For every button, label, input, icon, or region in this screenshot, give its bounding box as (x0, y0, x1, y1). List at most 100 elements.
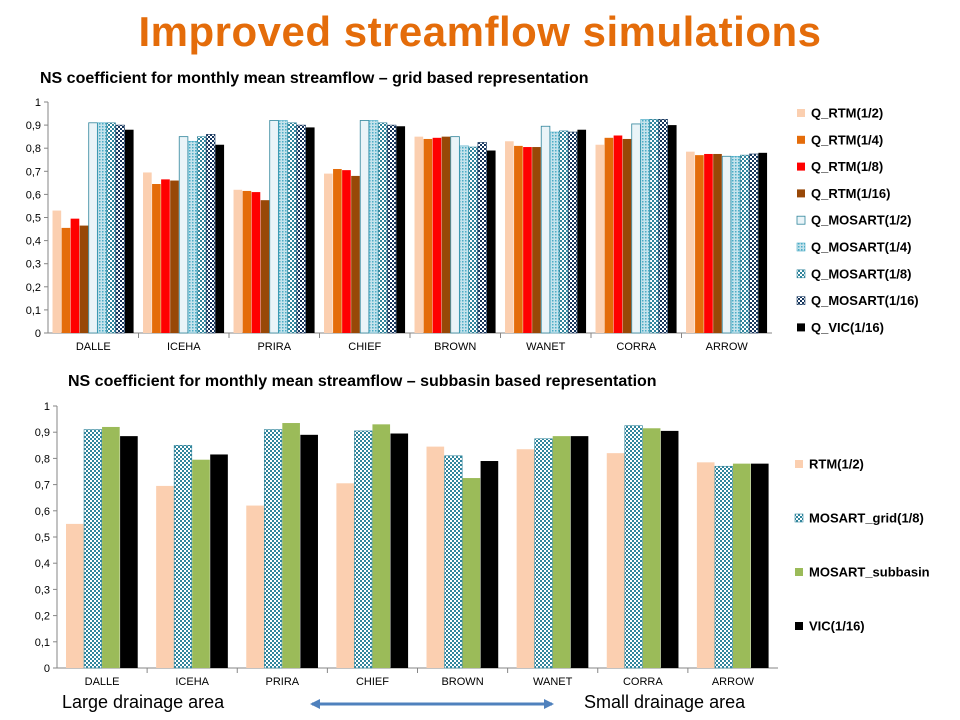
legend-swatch (794, 513, 804, 523)
bar-vic-1-16-dalle (120, 436, 138, 668)
bar-q-rtm-1-2-corra (595, 144, 605, 333)
legend-swatch (795, 460, 803, 468)
y-tick-label: 0,1 (26, 305, 41, 317)
bar-q-mosart-1-2-corra (631, 123, 641, 334)
y-tick-label: 1 (35, 97, 41, 109)
bar-rtm-1-2-wanet (516, 449, 535, 668)
bar-q-rtm-1-8-chief (342, 170, 351, 333)
y-tick-label: 0,3 (26, 259, 41, 271)
bar-q-mosart-1-8-iceha (197, 136, 207, 334)
legend-swatch (795, 622, 803, 630)
y-tick-label: 0 (44, 663, 50, 675)
bar-q-rtm-1-16-brown (441, 136, 451, 333)
bar-q-rtm-1-2-iceha (143, 172, 152, 333)
bar-vic-1-16-iceha (210, 454, 228, 668)
bar-q-vic-1-16-iceha (215, 144, 225, 333)
bar-q-mosart-1-16-dalle (115, 124, 125, 334)
bar-q-mosart-1-8-arrow (740, 154, 750, 334)
bar-q-mosart-1-4-wanet (549, 131, 560, 334)
bar-q-rtm-1-4-brown (423, 138, 433, 333)
bar-mosart-grid-1-8-corra (624, 425, 643, 669)
bar-q-rtm-1-8-arrow (704, 153, 713, 333)
bar-q-rtm-1-8-corra (613, 135, 623, 333)
grid-based-chart: 0 0,1 0,2 0,3 0,4 0,5 0,6 0,7 0,8 0,9 1 DALLE ICEHA P… (26, 97, 919, 353)
bar-q-mosart-1-4-corra (640, 119, 650, 334)
x-tick-label: ARROW (706, 341, 749, 353)
bar-vic-1-16-prira (300, 434, 318, 668)
y-tick-label: 0,8 (26, 143, 41, 155)
subbasin-chart-title: NS coefficient for monthly mean streamfl… (68, 373, 657, 390)
bar-q-vic-1-16-brown (486, 150, 496, 333)
bar-mosart-grid-1-8-arrow (714, 465, 733, 669)
legend-swatch (796, 269, 806, 279)
bar-q-mosart-1-4-arrow (730, 155, 741, 334)
legend-label: RTM(1/2) (809, 457, 864, 472)
bar-rtm-1-2-iceha (156, 485, 174, 668)
bar-q-rtm-1-4-iceha (152, 184, 161, 333)
bar-q-rtm-1-4-arrow (695, 155, 704, 333)
bar-q-rtm-1-4-prira (242, 190, 252, 333)
bar-q-mosart-1-8-dalle (106, 122, 116, 334)
bar-q-mosart-1-8-brown (468, 146, 478, 334)
bar-q-mosart-1-16-iceha (206, 134, 216, 334)
y-tick-label: 0,5 (35, 532, 50, 544)
y-tick-label: 0,7 (26, 166, 41, 178)
legend-swatch (796, 242, 806, 252)
legend-label: Q_MOSART(1/4) (811, 240, 911, 255)
bar-q-mosart-1-16-wanet (568, 131, 578, 334)
bar-q-mosart-1-4-prira (278, 120, 288, 334)
y-tick-label: 0,8 (35, 453, 50, 465)
bar-q-rtm-1-8-dalle (70, 218, 80, 333)
legend-label: Q_MOSART(1/8) (811, 266, 911, 281)
bar-vic-1-16-brown (480, 461, 499, 668)
subbasin-based-chart: 0 0,1 0,2 0,3 0,4 0,5 0,6 0,7 0,8 0,9 1 DALLE ICEHA P… (35, 401, 930, 688)
bar-q-rtm-1-2-brown (414, 136, 424, 333)
bar-q-mosart-1-16-chief (387, 124, 397, 334)
bar-q-rtm-1-16-dalle (79, 225, 89, 333)
legend-label: Q_VIC(1/16) (811, 320, 884, 335)
bar-rtm-1-2-chief (336, 483, 355, 668)
legend-swatch (797, 323, 805, 332)
bar-mosart-subbasin-dalle (102, 426, 120, 668)
bar-q-vic-1-16-wanet (577, 129, 587, 333)
bar-mosart-subbasin-corra (642, 428, 661, 668)
bar-mosart-grid-1-8-iceha (173, 444, 193, 669)
x-tick-label: DALLE (85, 676, 120, 688)
legend-label: Q_RTM(1/16) (811, 186, 890, 201)
bar-q-rtm-1-16-chief (351, 175, 360, 333)
bar-mosart-subbasin-wanet (552, 436, 571, 668)
page-title: Improved streamflow simulations (138, 8, 822, 55)
x-tick-label: ICEHA (175, 676, 209, 688)
bar-rtm-1-2-corra (606, 453, 625, 668)
legend-label: Q_RTM(1/8) (811, 159, 883, 174)
bar-mosart-grid-1-8-chief (354, 430, 373, 669)
bar-q-rtm-1-4-chief (333, 168, 342, 333)
x-tick-label: ARROW (712, 676, 755, 688)
bar-q-mosart-1-2-iceha (178, 136, 189, 334)
legend-swatch (797, 135, 805, 144)
bar-q-mosart-1-4-iceha (187, 140, 198, 334)
large-drainage-label: Large drainage area (62, 692, 225, 712)
y-tick-label: 1 (44, 401, 50, 413)
legend-label: Q_MOSART(1/16) (811, 293, 919, 308)
bar-q-rtm-1-2-arrow (686, 151, 695, 333)
x-tick-label: CHIEF (348, 341, 381, 353)
bar-q-mosart-1-8-wanet (559, 130, 569, 334)
bar-q-mosart-1-16-corra (658, 119, 668, 334)
bar-rtm-1-2-dalle (66, 523, 84, 668)
bar-q-mosart-1-16-arrow (749, 153, 759, 334)
bar-mosart-grid-1-8-prira (263, 429, 283, 669)
legend-label: Q_RTM(1/2) (811, 106, 883, 121)
bar-q-vic-1-16-prira (305, 127, 315, 333)
bar-vic-1-16-wanet (570, 436, 589, 668)
legend-label: VIC(1/16) (809, 619, 865, 634)
bar-rtm-1-2-prira (246, 505, 264, 668)
bar-q-vic-1-16-dalle (124, 129, 134, 333)
x-tick-label: CORRA (616, 341, 656, 353)
bar-q-mosart-1-4-chief (368, 120, 379, 334)
bar-q-mosart-1-2-chief (359, 120, 370, 334)
bar-rtm-1-2-brown (426, 446, 445, 668)
bar-mosart-subbasin-chief (372, 424, 391, 668)
grid-chart-title: NS coefficient for monthly mean streamfl… (40, 70, 589, 87)
